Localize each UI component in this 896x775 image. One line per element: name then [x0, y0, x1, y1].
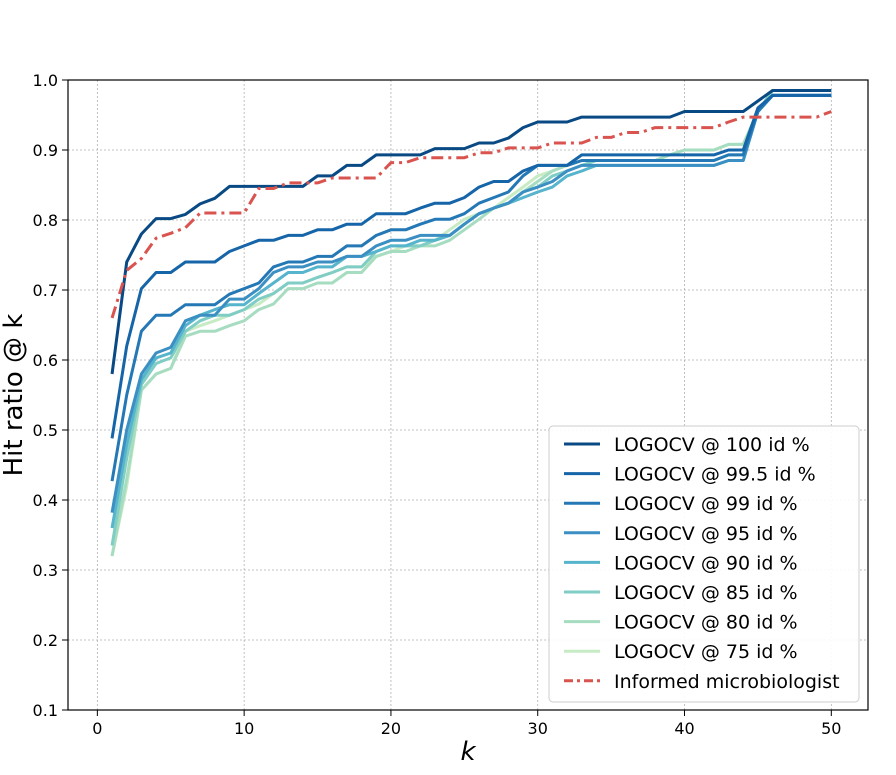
legend-label: LOGOCV @ 99 id %	[614, 493, 798, 515]
legend: LOGOCV @ 100 id % LOGOCV @ 99.5 id % LOGOC…	[548, 425, 860, 703]
series-line-1	[110, 89, 832, 375]
x-tick-label: 20	[381, 719, 401, 738]
x-tick-label: 0	[92, 719, 102, 738]
axis-ticks: 0 10 20 30 40 50 0.1 0.2 0.3 0.4 0.5 0.6 0.7 0.8 0.9 1.…	[33, 71, 842, 738]
y-tick-label: 0.3	[33, 561, 58, 580]
y-axis-title: Hit ratio @ k	[0, 314, 29, 477]
y-tick-label: 0.2	[33, 631, 58, 650]
y-tick-label: 0.5	[33, 421, 58, 440]
legend-label: LOGOCV @ 80 id %	[614, 612, 798, 634]
series-line-7	[110, 89, 832, 557]
series-line-9	[110, 110, 832, 319]
series-line-3	[110, 93, 832, 482]
x-tick-label: 10	[234, 719, 254, 738]
x-tick-label: 40	[674, 719, 694, 738]
x-tick-label: 50	[821, 719, 841, 738]
legend-label: LOGOCV @ 90 id %	[614, 552, 798, 574]
x-axis-title: k	[460, 737, 476, 767]
series-line-2	[110, 93, 832, 439]
y-tick-label: 1.0	[33, 71, 58, 90]
x-tick-label: 30	[528, 719, 548, 738]
y-tick-label: 0.7	[33, 281, 58, 300]
legend-label: LOGOCV @ 75 id %	[614, 641, 798, 663]
legend-label: LOGOCV @ 99.5 id %	[614, 464, 816, 486]
legend-label: Informed microbiologist	[614, 671, 840, 693]
y-tick-label: 0.4	[33, 491, 58, 510]
legend-label: LOGOCV @ 100 id %	[614, 434, 810, 456]
y-tick-label: 0.9	[33, 141, 58, 160]
y-tick-label: 0.1	[33, 701, 58, 720]
plot-frame	[67, 79, 869, 711]
legend-label: LOGOCV @ 85 id %	[614, 582, 798, 604]
legend-label: LOGOCV @ 95 id %	[614, 523, 798, 545]
legend-box	[548, 425, 860, 703]
y-tick-label: 0.6	[33, 351, 58, 370]
series-line-4	[110, 93, 832, 513]
y-tick-label: 0.8	[33, 211, 58, 230]
series-lines	[110, 89, 832, 557]
